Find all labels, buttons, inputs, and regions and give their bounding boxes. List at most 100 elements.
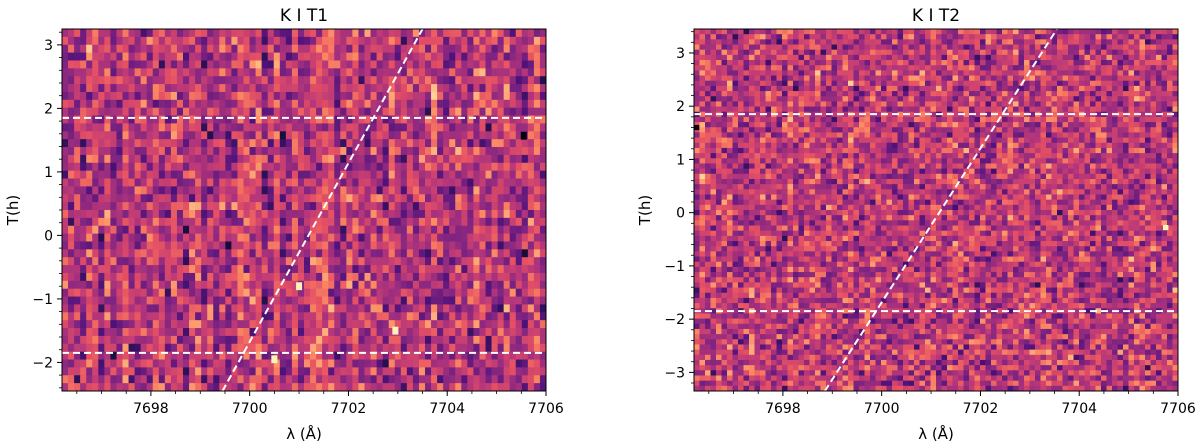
heatmap-cell: [473, 217, 481, 227]
heatmap-cell: [261, 351, 269, 361]
heatmap-cell: [437, 186, 444, 195]
heatmap-cell: [346, 233, 353, 243]
heatmap-cell: [195, 351, 202, 361]
heatmap-cell: [1029, 34, 1036, 40]
heatmap-cell: [1139, 34, 1146, 40]
heatmap-cell: [225, 29, 232, 38]
heatmap-cell: [104, 249, 111, 258]
heatmap-cell: [431, 115, 438, 125]
heatmap-cell: [870, 96, 877, 102]
heatmap-cell: [743, 65, 750, 71]
heatmap-cell: [152, 328, 160, 337]
heatmap-cell: [694, 91, 701, 97]
heatmap-cell: [158, 249, 166, 258]
heatmap-cell: [1046, 60, 1053, 66]
heatmap-cell: [716, 80, 723, 87]
heatmap-cell: [255, 91, 263, 101]
heatmap-cell: [437, 320, 444, 329]
heatmap-cell: [406, 115, 414, 125]
heatmap-cell: [116, 29, 124, 38]
heatmap-cell: [225, 296, 232, 306]
heatmap-cell: [980, 29, 987, 35]
heatmap-cell: [376, 225, 384, 235]
heatmap-cell: [140, 359, 148, 368]
heatmap-cell: [146, 99, 154, 109]
heatmap-cell: [721, 60, 728, 66]
heatmap-cell: [346, 202, 353, 211]
heatmap-cell: [304, 296, 311, 306]
heatmap-cell: [952, 54, 959, 61]
heatmap-cell: [991, 85, 998, 92]
heatmap-cell: [1024, 39, 1031, 46]
heatmap-cell: [491, 91, 499, 101]
heatmap-cell: [225, 335, 232, 345]
heatmap-cell: [358, 139, 366, 148]
heatmap-cell: [497, 99, 505, 109]
heatmap-cell: [388, 115, 396, 125]
heatmap-cell: [527, 123, 535, 132]
heatmap-cell: [207, 312, 214, 321]
heatmap-cell: [201, 194, 208, 203]
heatmap-cell: [826, 96, 833, 102]
heatmap-cell: [334, 115, 341, 125]
heatmap-cell: [473, 320, 481, 329]
heatmap-cell: [721, 101, 728, 108]
heatmap-cell: [809, 49, 816, 56]
heatmap-cell: [815, 44, 822, 51]
heatmap-cell: [152, 139, 160, 148]
heatmap-cell: [1106, 39, 1113, 46]
heatmap-cell: [249, 139, 257, 148]
heatmap-cell: [815, 85, 822, 92]
heatmap-cell: [539, 84, 546, 93]
heatmap-cell: [243, 139, 251, 148]
heatmap-cell: [431, 178, 438, 187]
heatmap-cell: [328, 383, 335, 391]
heatmap-cell: [947, 44, 954, 51]
heatmap-cell: [727, 29, 734, 35]
heatmap-cell: [201, 123, 208, 132]
heatmap-cell: [820, 85, 827, 92]
heatmap-cell: [1007, 96, 1014, 102]
heatmap-cell: [310, 139, 317, 148]
heatmap-cell: [461, 162, 468, 172]
heatmap-cell: [128, 249, 136, 258]
heatmap-cell: [826, 54, 833, 61]
heatmap-cell: [903, 65, 910, 71]
heatmap-cell: [62, 123, 69, 132]
heatmap-cell: [892, 91, 899, 97]
heatmap-cell: [820, 29, 827, 35]
heatmap-cell: [485, 44, 493, 54]
heatmap-cell: [255, 367, 263, 376]
heatmap-cell: [219, 107, 226, 117]
heatmap-cell: [376, 52, 384, 62]
heatmap-cell: [461, 225, 468, 235]
heatmap-cell: [443, 343, 450, 353]
heatmap-cell: [1018, 54, 1025, 61]
heatmap-cell: [705, 85, 712, 92]
heatmap-cell: [1123, 75, 1130, 82]
heatmap-cell: [539, 186, 546, 195]
heatmap-cell: [864, 34, 871, 40]
heatmap-cell: [467, 52, 474, 62]
heatmap-cell: [189, 210, 196, 219]
heatmap-cell: [152, 383, 160, 391]
heatmap-cell: [760, 91, 767, 97]
heatmap-cell: [521, 241, 529, 250]
heatmap-cell: [98, 52, 105, 62]
heatmap-cell: [1150, 39, 1157, 46]
heatmap-cell: [705, 65, 712, 71]
heatmap-cell: [74, 343, 81, 353]
heatmap-cell: [152, 131, 160, 140]
heatmap-cell: [449, 328, 456, 337]
heatmap-cell: [334, 194, 341, 203]
heatmap-cell: [74, 249, 81, 258]
heatmap-cell: [249, 233, 257, 243]
heatmap-cell: [297, 288, 305, 298]
heatmap-cell: [793, 91, 800, 97]
heatmap-cell: [104, 154, 111, 164]
heatmap-cell: [437, 312, 444, 321]
heatmap-cell: [771, 39, 778, 46]
heatmap-cell: [213, 154, 220, 164]
heatmap-cell: [473, 76, 481, 85]
heatmap-cell: [183, 99, 190, 109]
